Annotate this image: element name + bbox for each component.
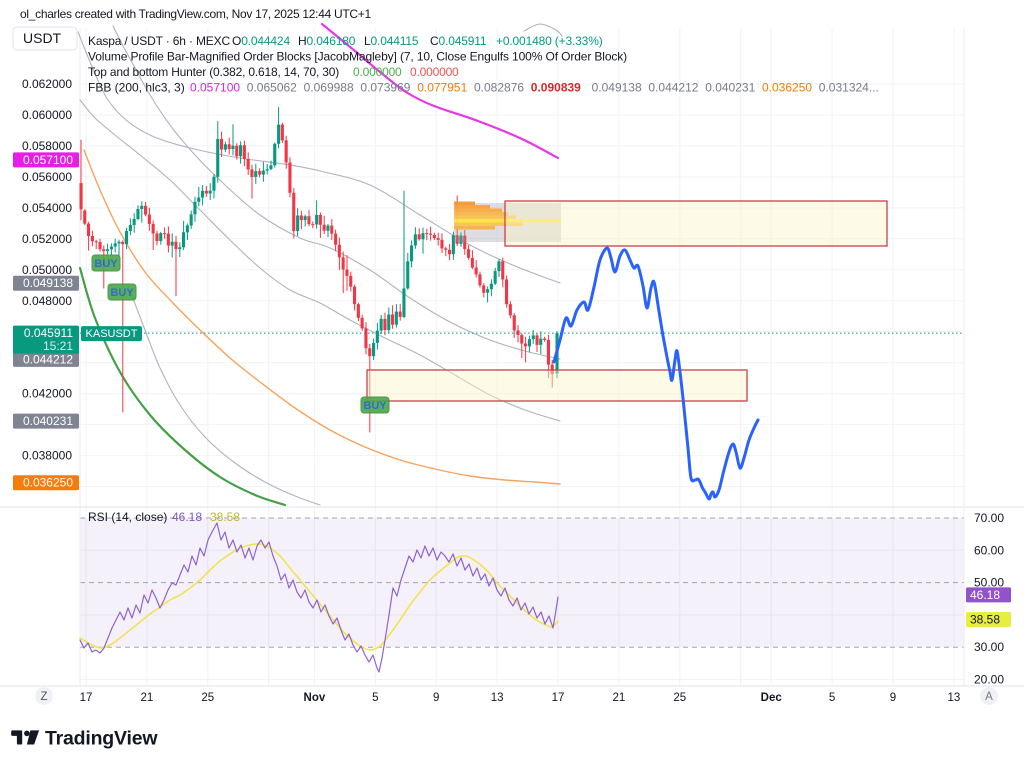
svg-text:17: 17 — [80, 692, 93, 704]
svg-text:13: 13 — [948, 692, 961, 704]
svg-text:ol_charles created with Tradin: ol_charles created with TradingView.com,… — [20, 7, 371, 21]
svg-text:Nov: Nov — [304, 692, 326, 704]
svg-text:0.045911: 0.045911 — [24, 326, 73, 340]
svg-text:Volume Profile Bar-Magnified O: Volume Profile Bar-Magnified Order Block… — [88, 50, 627, 64]
svg-text:60.00: 60.00 — [974, 543, 1004, 557]
svg-text:0.060000: 0.060000 — [22, 108, 72, 122]
svg-text:Z: Z — [40, 691, 47, 703]
svg-text:BUY: BUY — [363, 400, 387, 412]
svg-text:21: 21 — [141, 692, 154, 704]
svg-text:5: 5 — [372, 692, 378, 704]
svg-text:50.00: 50.00 — [974, 576, 1004, 590]
svg-text:20.00: 20.00 — [974, 673, 1004, 687]
svg-text:21: 21 — [613, 692, 626, 704]
svg-text:13: 13 — [491, 692, 504, 704]
svg-text:A: A — [985, 691, 993, 703]
svg-text:0.054000: 0.054000 — [22, 201, 72, 215]
svg-text:0.058000: 0.058000 — [22, 139, 72, 153]
svg-text:5: 5 — [829, 692, 835, 704]
svg-text:0.036250: 0.036250 — [23, 476, 73, 490]
svg-text:0.038000: 0.038000 — [22, 449, 72, 463]
svg-text:0.049138: 0.049138 — [23, 276, 73, 290]
svg-text:KASUSDT: KASUSDT — [86, 328, 138, 340]
svg-text:30.00: 30.00 — [974, 640, 1004, 654]
svg-text:25: 25 — [673, 692, 686, 704]
svg-text:0.052000: 0.052000 — [22, 232, 72, 246]
svg-text:0.062000: 0.062000 — [22, 77, 72, 91]
svg-text:15:21: 15:21 — [43, 339, 73, 353]
svg-text:46.18: 46.18 — [970, 588, 1000, 602]
svg-text:Top and bottom Hunter (0.382,: Top and bottom Hunter (0.382, 0.618, 14,… — [88, 65, 459, 79]
svg-text:0.040231: 0.040231 — [23, 414, 73, 428]
svg-text:USDT: USDT — [23, 30, 62, 46]
svg-text:TradingView: TradingView — [45, 728, 158, 750]
svg-text:0.056000: 0.056000 — [22, 170, 72, 184]
svg-text:BUY: BUY — [94, 258, 118, 270]
svg-text:0.050000: 0.050000 — [22, 263, 72, 277]
svg-text:25: 25 — [201, 692, 214, 704]
svg-text:0.048000: 0.048000 — [22, 294, 72, 308]
svg-text:9: 9 — [433, 692, 439, 704]
svg-text:9: 9 — [890, 692, 896, 704]
svg-text:38.58: 38.58 — [970, 613, 1000, 627]
svg-text:17: 17 — [552, 692, 565, 704]
svg-text:0.057100: 0.057100 — [23, 153, 73, 167]
svg-text:0.044212: 0.044212 — [23, 352, 73, 366]
svg-text:BUY: BUY — [110, 287, 134, 299]
svg-text:70.00: 70.00 — [974, 511, 1004, 525]
svg-text:0.042000: 0.042000 — [22, 387, 72, 401]
svg-text:Dec: Dec — [761, 692, 783, 704]
